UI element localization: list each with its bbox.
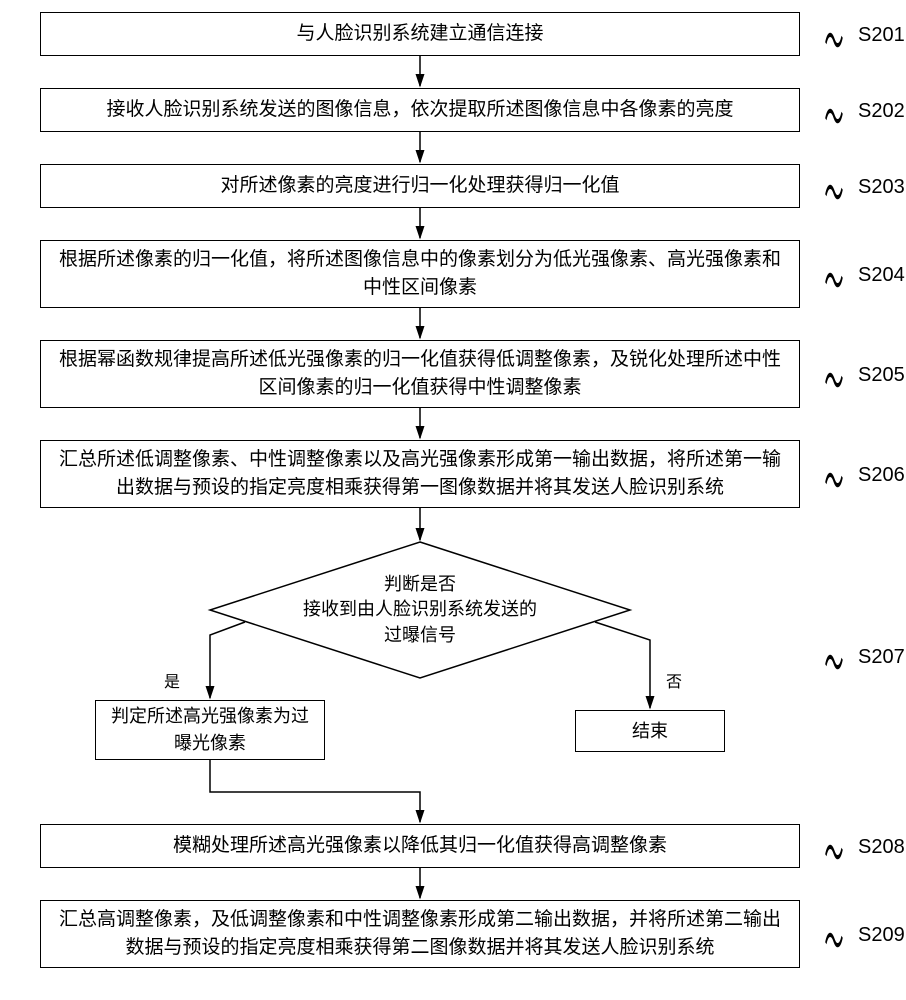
step-label-s206: S206 <box>858 464 905 487</box>
step-text: 对所述像素的亮度进行归一化处理获得归一化值 <box>220 172 619 201</box>
step-label-s208: S208 <box>858 836 905 859</box>
yes-label: 是 <box>164 668 180 692</box>
step-text: 汇总高调整像素，及低调整像素和中性调整像素形成第二输出数据，并将所述第二输出数据… <box>56 906 784 963</box>
brace-s207: 〜 <box>824 621 843 698</box>
brace-s206: 〜 <box>824 439 843 516</box>
brace-s209: 〜 <box>824 899 843 976</box>
step-text: 与人脸识别系统建立通信连接 <box>296 20 543 49</box>
step-label-s202: S202 <box>858 100 905 123</box>
yes-result-text: 判定所述高光强像素为过曝光像素 <box>104 703 316 757</box>
brace-s202: 〜 <box>824 75 843 152</box>
step-box-s202: 接收人脸识别系统发送的图像信息，依次提取所述图像信息中各像素的亮度 <box>40 88 800 132</box>
step-text: 模糊处理所述高光强像素以降低其归一化值获得高调整像素 <box>173 832 667 861</box>
step-text: 根据所述像素的归一化值，将所述图像信息中的像素划分为低光强像素、高光强像素和中性… <box>56 246 784 303</box>
step-box-s203: 对所述像素的亮度进行归一化处理获得归一化值 <box>40 164 800 208</box>
yes-result-box: 判定所述高光强像素为过曝光像素 <box>95 700 325 760</box>
step-box-s206: 汇总所述低调整像素、中性调整像素以及高光强像素形成第一输出数据，将所述第一输出数… <box>40 440 800 508</box>
step-label-s207: S207 <box>858 646 905 669</box>
step-label-s209: S209 <box>858 924 905 947</box>
step-text: 接收人脸识别系统发送的图像信息，依次提取所述图像信息中各像素的亮度 <box>106 96 733 125</box>
decision-text-s207: 判断是否 接收到由人脸识别系统发送的 过曝信号 <box>240 560 600 660</box>
step-label-s204: S204 <box>858 264 905 287</box>
step-label-s205: S205 <box>858 364 905 387</box>
step-label-s201: S201 <box>858 24 905 47</box>
brace-s203: 〜 <box>824 151 843 228</box>
step-text: 根据幂函数规律提高所述低光强像素的归一化值获得低调整像素，及锐化处理所述中性区间… <box>56 346 784 403</box>
step-box-s208: 模糊处理所述高光强像素以降低其归一化值获得高调整像素 <box>40 824 800 868</box>
no-label: 否 <box>666 668 682 692</box>
brace-s208: 〜 <box>824 811 843 888</box>
step-box-s205: 根据幂函数规律提高所述低光强像素的归一化值获得低调整像素，及锐化处理所述中性区间… <box>40 340 800 408</box>
step-text: 汇总所述低调整像素、中性调整像素以及高光强像素形成第一输出数据，将所述第一输出数… <box>56 446 784 503</box>
step-box-s201: 与人脸识别系统建立通信连接 <box>40 12 800 56</box>
step-box-s209: 汇总高调整像素，及低调整像素和中性调整像素形成第二输出数据，并将所述第二输出数据… <box>40 900 800 968</box>
no-result-text: 结束 <box>632 718 668 745</box>
brace-s204: 〜 <box>824 239 843 316</box>
brace-s205: 〜 <box>824 339 843 416</box>
no-result-box: 结束 <box>575 710 725 752</box>
step-label-s203: S203 <box>858 176 905 199</box>
brace-s201: 〜 <box>824 0 843 76</box>
step-box-s204: 根据所述像素的归一化值，将所述图像信息中的像素划分为低光强像素、高光强像素和中性… <box>40 240 800 308</box>
